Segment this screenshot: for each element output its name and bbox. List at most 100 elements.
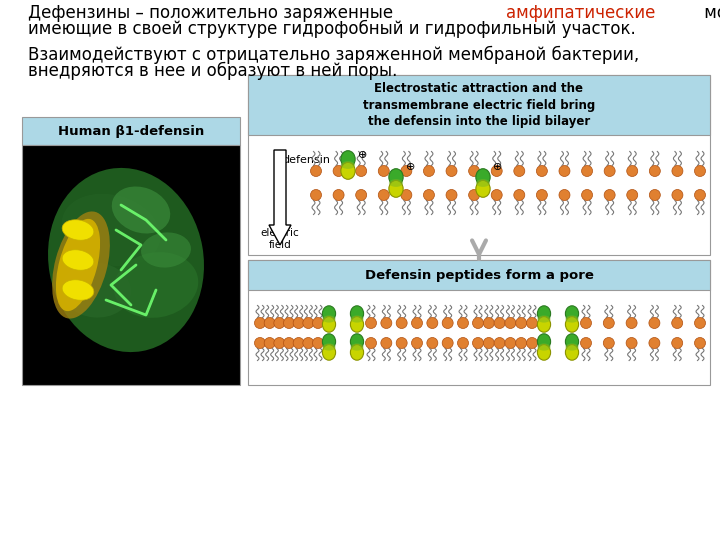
Circle shape: [293, 338, 304, 348]
Ellipse shape: [389, 179, 403, 187]
Circle shape: [472, 338, 484, 348]
Ellipse shape: [62, 250, 94, 270]
Text: молекулы,: молекулы,: [698, 4, 720, 22]
Circle shape: [312, 338, 323, 348]
Ellipse shape: [351, 316, 364, 332]
Ellipse shape: [112, 186, 170, 233]
Circle shape: [514, 190, 525, 200]
Ellipse shape: [52, 212, 110, 319]
Circle shape: [695, 318, 706, 328]
Ellipse shape: [323, 334, 336, 349]
Circle shape: [526, 338, 538, 348]
Circle shape: [514, 165, 525, 177]
Ellipse shape: [565, 315, 579, 322]
Circle shape: [396, 338, 408, 348]
Circle shape: [274, 338, 285, 348]
Circle shape: [412, 338, 423, 348]
Circle shape: [366, 318, 377, 328]
Ellipse shape: [351, 345, 364, 360]
Ellipse shape: [341, 151, 355, 167]
Circle shape: [603, 338, 614, 348]
Ellipse shape: [62, 194, 160, 266]
Circle shape: [284, 338, 294, 348]
Circle shape: [303, 318, 314, 328]
Circle shape: [284, 318, 294, 328]
Text: ⊕: ⊕: [359, 150, 368, 160]
Ellipse shape: [565, 334, 579, 349]
Ellipse shape: [351, 334, 364, 349]
Circle shape: [536, 165, 547, 177]
Ellipse shape: [537, 315, 551, 322]
Ellipse shape: [341, 163, 355, 179]
Circle shape: [381, 338, 392, 348]
Circle shape: [483, 318, 495, 328]
Ellipse shape: [323, 316, 336, 332]
FancyBboxPatch shape: [248, 260, 710, 290]
Text: имеющие в своей структуре гидрофобный и гидрофильный участок.: имеющие в своей структуре гидрофобный и …: [28, 20, 636, 38]
Ellipse shape: [323, 306, 336, 321]
Circle shape: [494, 318, 505, 328]
Circle shape: [446, 165, 457, 177]
Ellipse shape: [323, 345, 336, 360]
Circle shape: [626, 338, 637, 348]
Ellipse shape: [341, 161, 355, 169]
Circle shape: [333, 165, 344, 177]
Circle shape: [469, 190, 480, 200]
Circle shape: [401, 190, 412, 200]
FancyBboxPatch shape: [248, 260, 710, 385]
Ellipse shape: [565, 345, 579, 360]
Circle shape: [559, 190, 570, 200]
Circle shape: [457, 338, 469, 348]
Circle shape: [427, 318, 438, 328]
Circle shape: [303, 338, 314, 348]
Circle shape: [274, 318, 285, 328]
Circle shape: [312, 318, 323, 328]
Circle shape: [446, 190, 457, 200]
Circle shape: [505, 338, 516, 348]
Circle shape: [381, 318, 392, 328]
Ellipse shape: [351, 343, 364, 350]
Circle shape: [378, 190, 390, 200]
Circle shape: [483, 338, 495, 348]
Circle shape: [626, 318, 637, 328]
Ellipse shape: [565, 316, 579, 332]
Circle shape: [582, 165, 593, 177]
Text: ⊕: ⊕: [493, 162, 503, 172]
Ellipse shape: [537, 334, 551, 349]
FancyBboxPatch shape: [22, 117, 240, 145]
Circle shape: [366, 338, 377, 348]
Circle shape: [423, 165, 434, 177]
Circle shape: [626, 190, 638, 200]
Circle shape: [580, 338, 592, 348]
Ellipse shape: [114, 252, 198, 318]
Circle shape: [603, 318, 614, 328]
Circle shape: [491, 190, 503, 200]
Circle shape: [494, 338, 505, 348]
FancyBboxPatch shape: [22, 145, 240, 385]
Text: амфипатические: амфипатические: [506, 4, 655, 22]
Circle shape: [457, 318, 469, 328]
Circle shape: [526, 318, 538, 328]
Text: внедряются в нее и образуют в ней поры.: внедряются в нее и образуют в ней поры.: [28, 62, 397, 80]
Circle shape: [310, 190, 322, 200]
Circle shape: [254, 338, 266, 348]
Circle shape: [310, 165, 322, 177]
Circle shape: [396, 318, 408, 328]
Circle shape: [672, 338, 683, 348]
Circle shape: [649, 338, 660, 348]
Ellipse shape: [565, 343, 579, 350]
Circle shape: [649, 190, 660, 200]
Text: Дефензины – положительно заряженные: Дефензины – положительно заряженные: [28, 4, 398, 22]
Circle shape: [472, 318, 484, 328]
Ellipse shape: [62, 280, 94, 300]
Circle shape: [333, 190, 344, 200]
Text: defensin: defensin: [282, 155, 330, 165]
Circle shape: [649, 165, 660, 177]
Circle shape: [516, 318, 527, 328]
Circle shape: [559, 165, 570, 177]
Text: Human β1-defensin: Human β1-defensin: [58, 125, 204, 138]
Ellipse shape: [323, 343, 336, 350]
Ellipse shape: [476, 179, 490, 187]
FancyBboxPatch shape: [248, 75, 710, 255]
Circle shape: [604, 165, 615, 177]
